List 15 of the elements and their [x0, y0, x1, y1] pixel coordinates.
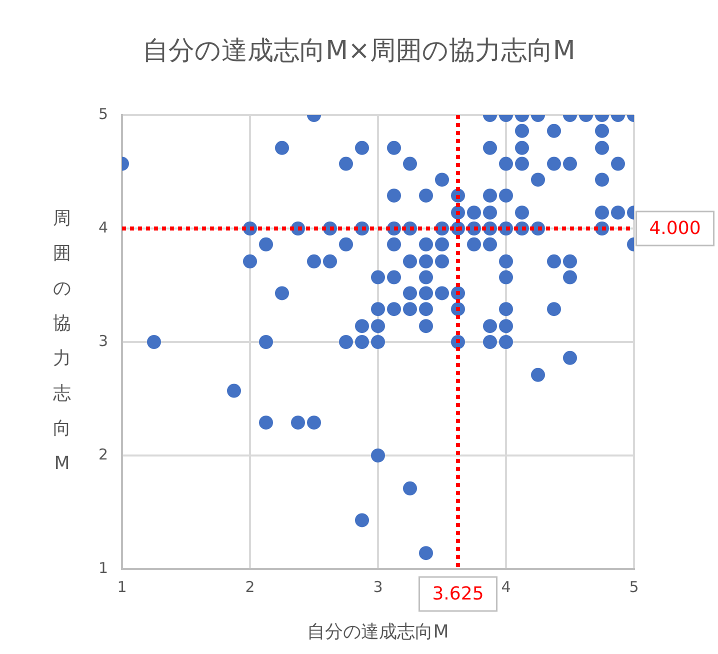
x-tick-label: 2: [245, 578, 255, 596]
chart-title: 自分の達成志向M×周囲の協力志向M: [142, 36, 576, 66]
ref-line-label: 3.625: [432, 584, 484, 605]
y-tick-label: 4: [98, 218, 108, 236]
x-axis-title: 自分の達成志向M: [307, 622, 449, 643]
y-tick-label: 2: [98, 445, 108, 464]
x-tick-label: 5: [629, 578, 639, 596]
y-tick-label: 3: [98, 332, 108, 350]
y-tick-label: 1: [98, 558, 108, 577]
x-tick-label: 3: [373, 578, 383, 596]
ref-line-label: 4.000: [649, 218, 701, 240]
x-tick-label: 4: [501, 578, 511, 596]
x-tick-label: 1: [117, 578, 127, 596]
y-tick-label: 5: [98, 104, 108, 123]
y-axis-title: 周囲の協力志向M: [53, 208, 71, 474]
